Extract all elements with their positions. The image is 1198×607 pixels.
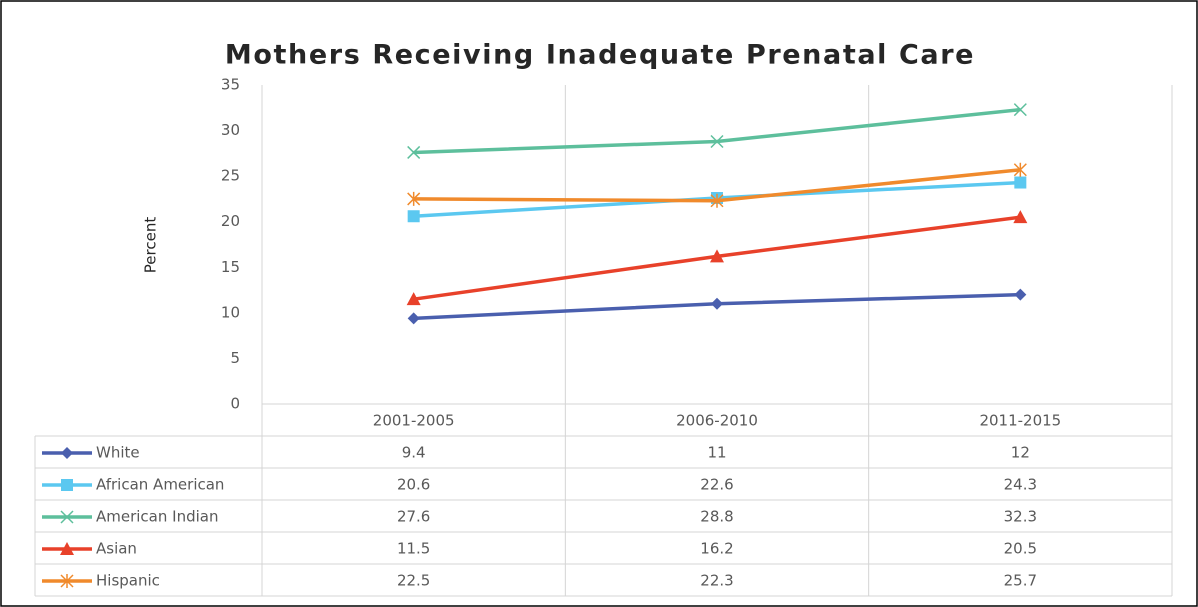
point-marker — [407, 312, 420, 325]
y-tick-label: 10 — [221, 303, 240, 321]
y-axis-title: Percent — [142, 217, 160, 274]
legend-key-marker — [60, 542, 74, 555]
table-value: 11.5 — [397, 540, 430, 558]
legend-key-marker — [61, 479, 73, 491]
point-marker — [710, 193, 724, 208]
legend-key-marker — [61, 447, 73, 459]
table-value: 9.4 — [402, 444, 426, 462]
legend-key-marker — [60, 574, 74, 588]
legend-label: Asian — [96, 540, 137, 558]
table-value: 25.7 — [1004, 572, 1037, 590]
point-marker — [1013, 103, 1027, 117]
y-tick-label: 25 — [221, 167, 240, 185]
table-value: 12 — [1011, 444, 1030, 462]
x-tick-label: 2011-2015 — [979, 412, 1061, 430]
table-value: 27.6 — [397, 508, 430, 526]
point-marker — [407, 210, 420, 223]
point-marker — [710, 134, 724, 149]
table-value: 16.2 — [700, 540, 733, 558]
legend-label: American Indian — [96, 508, 218, 526]
table-value: 22.5 — [397, 572, 430, 590]
legend-label: White — [96, 444, 140, 462]
table-value: 20.5 — [1004, 540, 1037, 558]
legend-label: Hispanic — [96, 572, 160, 590]
table-value: 24.3 — [1004, 476, 1037, 494]
point-marker — [407, 191, 421, 206]
point-marker — [407, 145, 421, 159]
table-value: 32.3 — [1004, 508, 1037, 526]
table-value: 11 — [707, 444, 726, 462]
chart-title: Mothers Receiving Inadequate Prenatal Ca… — [225, 40, 975, 71]
table-value: 22.6 — [700, 476, 733, 494]
y-tick-label: 0 — [230, 395, 240, 413]
table-value: 28.8 — [700, 508, 733, 526]
legend-label: African American — [96, 476, 224, 494]
y-tick-label: 35 — [221, 76, 240, 94]
y-tick-label: 15 — [221, 258, 240, 276]
x-tick-label: 2001-2005 — [373, 412, 455, 430]
point-marker — [1014, 288, 1027, 301]
point-marker — [1014, 176, 1027, 189]
point-marker — [710, 249, 724, 263]
legend-key-marker — [60, 510, 74, 524]
y-tick-label: 5 — [230, 349, 240, 367]
y-tick-label: 30 — [221, 121, 240, 139]
table-value: 22.3 — [700, 572, 733, 590]
point-marker — [406, 292, 421, 306]
y-tick-label: 20 — [221, 212, 240, 230]
point-marker — [711, 297, 723, 310]
point-marker — [1013, 162, 1027, 177]
x-tick-label: 2006-2010 — [676, 412, 758, 430]
point-marker — [1013, 210, 1028, 224]
table-value: 20.6 — [397, 476, 430, 494]
